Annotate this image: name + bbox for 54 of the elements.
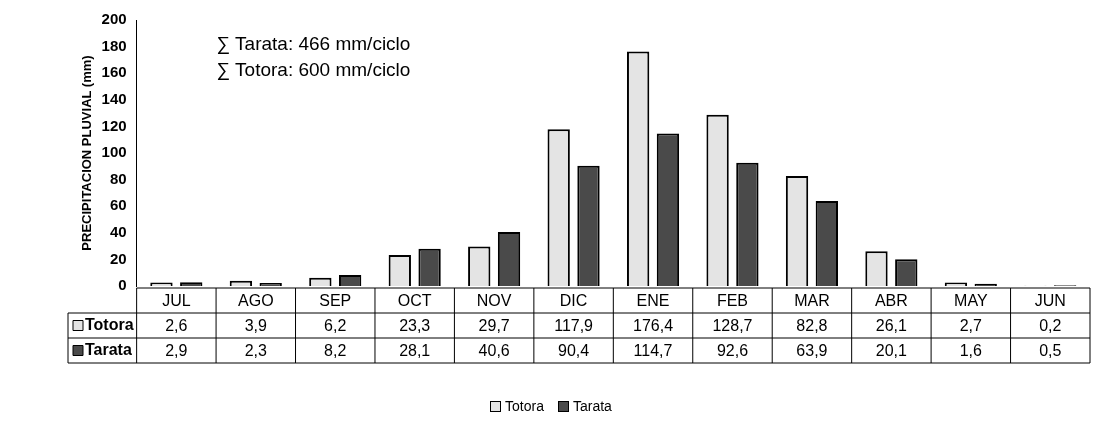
data-label: 2,7 xyxy=(959,316,983,334)
y-tick-label: 100 xyxy=(101,143,127,161)
annotation: ∑ Tarata: 466 mm/ciclo xyxy=(216,33,411,56)
data-label: 0,2 xyxy=(1039,316,1062,334)
data-label: 82,8 xyxy=(796,316,828,334)
y-axis-title: PRECIPITACION PLUVIAL (mm) xyxy=(79,55,95,251)
y-tick-label: 0 xyxy=(118,276,127,294)
data-label: 1,6 xyxy=(959,341,983,359)
y-tick-label: 40 xyxy=(109,222,127,240)
data-label: 23,3 xyxy=(399,316,431,334)
data-label: 40,6 xyxy=(478,341,510,359)
data-label: 114,7 xyxy=(633,341,673,359)
data-label: 117,9 xyxy=(554,316,594,334)
data-label: 92,6 xyxy=(716,341,749,359)
data-label: 176,4 xyxy=(633,316,674,334)
y-tick-label: 20 xyxy=(109,249,127,267)
y-tick-label: 200 xyxy=(101,10,127,28)
x-tick-label: DIC xyxy=(559,291,588,309)
data-label: 3,9 xyxy=(244,316,268,334)
legend-label: Totora xyxy=(85,315,134,333)
data-label: 20,1 xyxy=(875,341,908,359)
x-tick-label: JUL xyxy=(162,291,191,309)
x-tick-label: AGO xyxy=(238,291,274,309)
y-tick-label: 180 xyxy=(101,36,127,54)
annotation: ∑ Totora: 600 mm/ciclo xyxy=(216,59,411,82)
y-tick-label: 80 xyxy=(109,169,127,187)
data-label: 128,7 xyxy=(712,316,753,334)
x-tick-label: NOV xyxy=(476,291,512,309)
x-tick-label: ENE xyxy=(636,291,670,309)
x-tick-label: MAY xyxy=(954,291,988,309)
data-label: 90,4 xyxy=(558,341,590,359)
data-label: 29,7 xyxy=(478,316,510,334)
data-label: 2,6 xyxy=(165,316,188,334)
y-tick-label: 160 xyxy=(101,63,127,81)
data-label: 2,3 xyxy=(244,341,268,359)
x-tick-label: SEP xyxy=(319,291,352,309)
data-label: 63,9 xyxy=(796,341,828,359)
data-label: 2,9 xyxy=(165,341,188,359)
y-tick-label: 60 xyxy=(109,196,127,214)
x-tick-label: JUN xyxy=(1034,291,1066,309)
data-label: 28,1 xyxy=(399,341,431,359)
data-label: 6,2 xyxy=(324,316,347,334)
text: Tarata xyxy=(573,398,612,414)
data-label: 26,1 xyxy=(875,316,908,334)
data-label: 0,5 xyxy=(1039,341,1062,359)
x-tick-label: MAR xyxy=(794,291,830,309)
text: Totora xyxy=(505,398,544,414)
y-tick-label: 140 xyxy=(101,89,127,107)
data-label: 8,2 xyxy=(324,341,347,359)
x-tick-label: ABR xyxy=(874,291,908,309)
legend-label: Tarata xyxy=(85,340,132,358)
y-tick-label: 120 xyxy=(101,116,127,134)
x-tick-label: FEB xyxy=(716,291,749,309)
x-tick-label: OCT xyxy=(397,291,432,309)
